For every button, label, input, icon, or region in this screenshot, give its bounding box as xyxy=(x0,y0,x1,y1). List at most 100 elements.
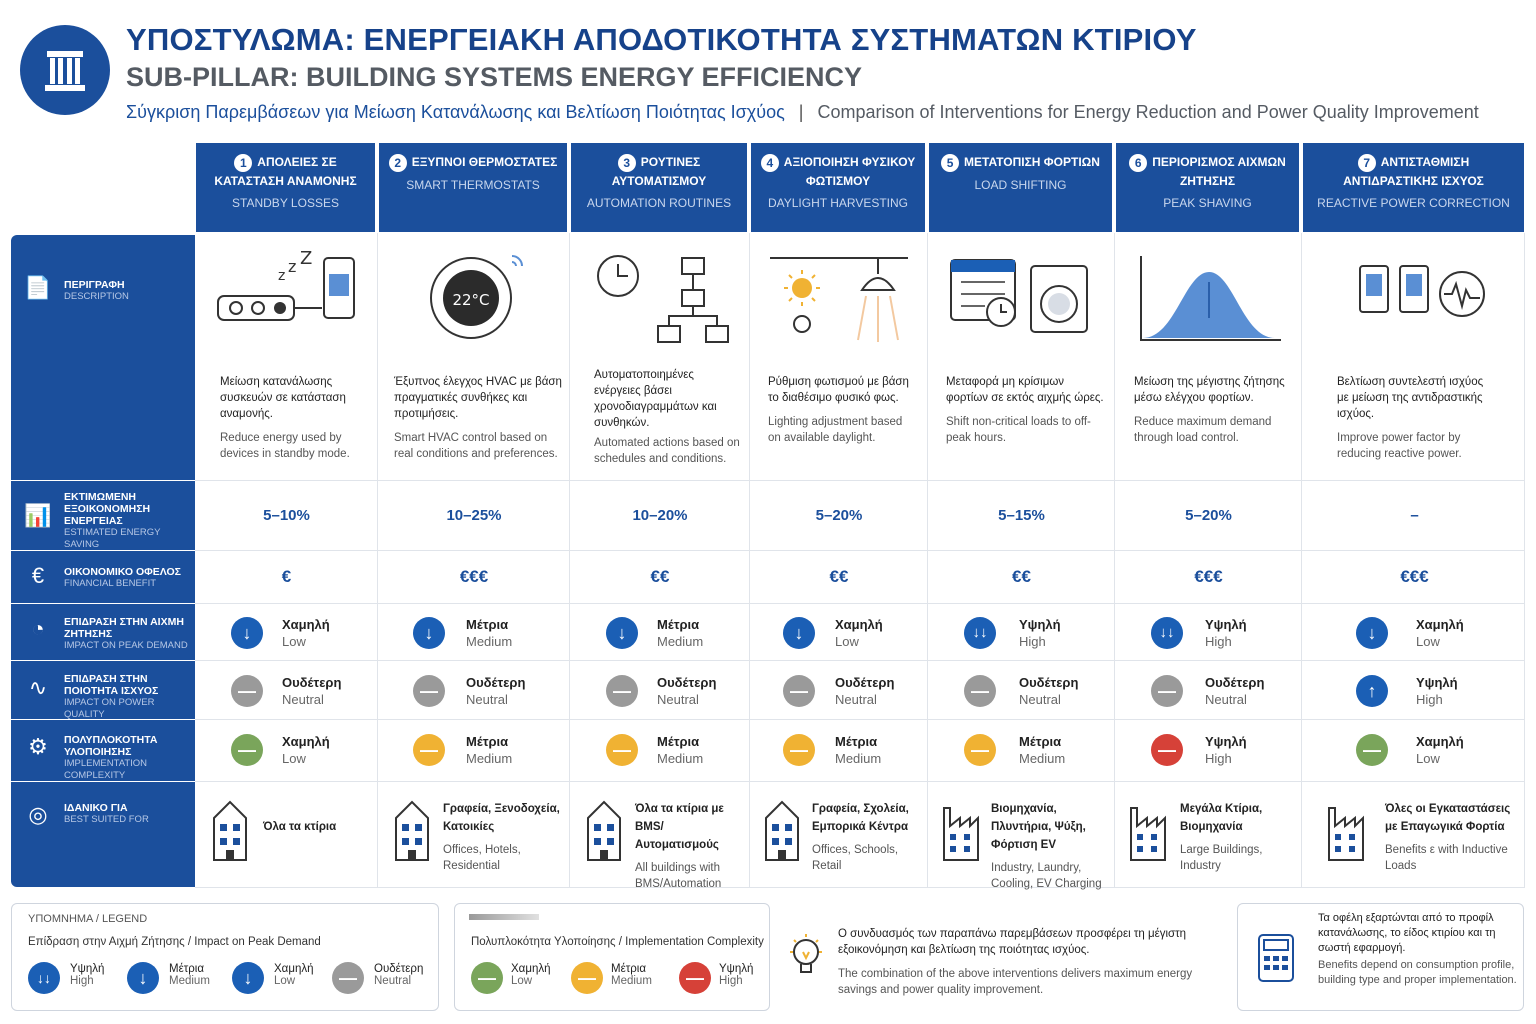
peak-level: Χαμηλή Low xyxy=(1416,617,1464,649)
description-cell-5: Μεταφορά μη κρίσιμων φορτίων σε εκτός αι… xyxy=(946,376,1104,444)
automation-flow-icon xyxy=(590,252,735,347)
neutral-dash-icon: — xyxy=(413,675,445,707)
medium-complexity-icon: — xyxy=(571,962,603,994)
peak-level: Υψηλή High xyxy=(1019,617,1061,649)
financial-value: € xyxy=(281,567,292,586)
arrow-down-icon: ↓ xyxy=(232,962,264,994)
pillar-icon xyxy=(45,51,85,91)
row-divider xyxy=(195,480,1524,481)
neutral-dash-icon: — xyxy=(332,962,364,994)
low-complexity-icon: — xyxy=(231,734,263,766)
pq-level: Ουδέτερη Neutral xyxy=(466,675,526,707)
calendar-washer-icon xyxy=(945,252,1095,342)
arrow-down-icon: ↓ xyxy=(413,617,445,649)
saving-value: – xyxy=(1410,507,1419,524)
legend-peak-demand: ΥΠΟΜΝΗΜΑ / LEGEND Επίδραση στην Αιχμή Ζή… xyxy=(11,903,439,1011)
gauge-icon: ◔ xyxy=(31,616,45,641)
complexity-level: Μέτρια Medium xyxy=(657,734,704,766)
arrow-down-icon: ↓ xyxy=(783,617,815,649)
column-header-3: 3 ΡΟΥΤΙΝΕΣ ΑΥΤΟΜΑΤΙΣΜΟΥ AUTOMATION ROUTIN… xyxy=(571,143,747,232)
financial-value: €€€ xyxy=(1400,567,1429,586)
row-divider xyxy=(195,550,1524,551)
legend-item: Μέτρια Medium xyxy=(611,963,652,987)
peak-level: Μέτρια Medium xyxy=(466,617,513,649)
saving-value: 5–20% xyxy=(815,507,863,524)
row-divider xyxy=(195,781,1524,782)
peak-level: Χαμηλή Low xyxy=(835,617,883,649)
svg-text:z: z xyxy=(288,257,296,276)
best-suited-cell-3: Όλα τα κτίρια με BMS/Αυτοματισμούς All bu… xyxy=(635,803,724,890)
row-header-description: 📄 ΠΕΡΙΓΡΑΦΗ DESCRIPTION xyxy=(11,235,195,480)
pq-level: Ουδέτερη Neutral xyxy=(282,675,342,707)
best-suited-cell-7: Όλες οι Εγκαταστάσεις με Επαγωγικά Φορτί… xyxy=(1385,803,1511,872)
peak-level: Χαμηλή Low xyxy=(282,617,330,649)
col-divider xyxy=(749,233,750,888)
row-divider xyxy=(195,719,1524,720)
row-header-best: ◎ ΙΔΑΝΙΚΟ ΓΙΑ BEST SUITED FOR xyxy=(11,782,195,887)
row-header-complexity: ⚙ ΠΟΛΥΠΛΟΚΟΤΗΤΑ ΥΛΟΠΟΙΗΣΗΣ IMPLEMENTATION… xyxy=(11,720,195,781)
description-cell-7: Βελτίωση συντελεστή ισχύος με μείωση της… xyxy=(1337,376,1484,460)
row-divider xyxy=(195,660,1524,661)
subtitle-separator: | xyxy=(798,102,804,122)
column-header-5: 5 ΜΕΤΑΤΟΠΙΣΗ ΦΟΡΤΙΩΝ LOAD SHIFTING xyxy=(929,143,1112,232)
page-title-en: SUB-PILLAR: BUILDING SYSTEMS ENERGY EFFI… xyxy=(126,62,863,92)
best-suited-cell-5: Βιομηχανία, Πλυντήρια, Ψύξη, Φόρτιση EV I… xyxy=(991,803,1102,890)
saving-value: 10–20% xyxy=(632,507,688,524)
description-cell-1: Μείωση κατανάλωσης συσκευών σε κατάσταση… xyxy=(220,376,350,460)
col-divider xyxy=(1524,233,1525,888)
col-divider xyxy=(377,233,378,888)
neutral-dash-icon: — xyxy=(964,675,996,707)
document-icon: 📄 xyxy=(24,275,52,300)
description-cell-2: Έξυπνος έλεγχος HVAC με βάση πραγματικές… xyxy=(394,376,562,460)
saving-value: 5–20% xyxy=(1185,507,1232,524)
neutral-dash-icon: — xyxy=(606,675,638,707)
bar-chart-icon: 📊 xyxy=(24,503,52,528)
factory-icon xyxy=(1327,800,1365,862)
svg-text:Z: Z xyxy=(300,250,312,269)
thermostat-icon: 22°C xyxy=(420,250,530,345)
saving-value: 5–10% xyxy=(263,507,310,524)
gear-icon: ⚙ xyxy=(28,734,48,759)
pillar-logo xyxy=(20,25,110,115)
legend-title-bar xyxy=(469,914,539,920)
factory-icon xyxy=(942,800,980,862)
medium-complexity-icon: — xyxy=(606,734,638,766)
column-header-1: 1 ΑΠΟΛΕΙΕΣ ΣΕ ΚΑΤΑΣΤΑΣΗ ΑΝΑΜΟΝΗΣ STANDBY … xyxy=(196,143,375,232)
page-title: ΥΠΟΣΤΥΛΩΜΑ: ΕΝΕΡΓΕΙΑΚΗ ΑΠΟΔΟΤΙΚΟΤΗΤΑ ΣΥΣ… xyxy=(126,22,1197,57)
financial-value: €€ xyxy=(829,567,849,586)
benefits-note: Τα οφέλη εξαρτώνται από το προφίλ κατανά… xyxy=(1237,903,1524,1011)
legend-complexity: Πολυπλοκότητα Υλοποίησης / Implementatio… xyxy=(454,903,770,1011)
low-complexity-icon: — xyxy=(471,962,503,994)
peak-level: Υψηλή High xyxy=(1205,617,1247,649)
subtitle-gr: Σύγκριση Παρεμβάσεων για Μείωση Κατανάλω… xyxy=(126,102,785,122)
row-header-financial: € ΟΙΚΟΝΟΜΙΚΟ ΟΦΕΛΟΣ FINANCIAL BENEFIT xyxy=(11,551,195,603)
combination-note: Ο συνδυασμός των παραπάνω παρεμβάσεων πρ… xyxy=(838,928,1193,996)
col-divider xyxy=(1301,233,1302,888)
legend-subtitle: Πολυπλοκότητα Υλοποίησης / Implementatio… xyxy=(471,936,764,948)
waveform-icon: ∿ xyxy=(28,675,48,700)
description-cell-3: Αυτοματοποιημένες ενέργειες βάσει χρονοδ… xyxy=(594,369,740,465)
low-complexity-icon: — xyxy=(1356,734,1388,766)
peak-level: Μέτρια Medium xyxy=(657,617,704,649)
column-header-6: 6 ΠΕΡΙΟΡΙΣΜΟΣ ΑΙΧΜΩΝ ΖΗΤΗΣΗΣ PEAK SHAVING xyxy=(1116,143,1299,232)
arrow-down-icon: ↓ xyxy=(606,617,638,649)
financial-value: €€ xyxy=(650,567,670,586)
legend-title: ΥΠΟΜΝΗΜΑ / LEGEND xyxy=(28,913,148,925)
euro-icon: € xyxy=(31,563,45,588)
legend-item: Υψηλή High xyxy=(70,963,105,987)
pq-level: Ουδέτερη Neutral xyxy=(657,675,717,707)
financial-value: €€€ xyxy=(1194,567,1223,586)
peak-curve-icon xyxy=(1135,252,1285,344)
legend-item: Χαμηλή Low xyxy=(274,963,314,987)
best-suited-cell-4: Γραφεία, Σχολεία, Εμπορικά Κέντρα Offices… xyxy=(812,803,909,872)
arrow-down-icon: ↓ xyxy=(1356,617,1388,649)
pq-level: Ουδέτερη Neutral xyxy=(835,675,895,707)
lightbulb-icon xyxy=(786,932,826,984)
building-icon xyxy=(586,800,622,862)
complexity-level: Μέτρια Medium xyxy=(466,734,513,766)
col-divider xyxy=(569,233,570,888)
row-divider xyxy=(195,603,1524,604)
high-complexity-icon: — xyxy=(679,962,711,994)
double-arrow-down-icon: ↓↓ xyxy=(28,962,60,994)
pq-level: Ουδέτερη Neutral xyxy=(1205,675,1265,707)
